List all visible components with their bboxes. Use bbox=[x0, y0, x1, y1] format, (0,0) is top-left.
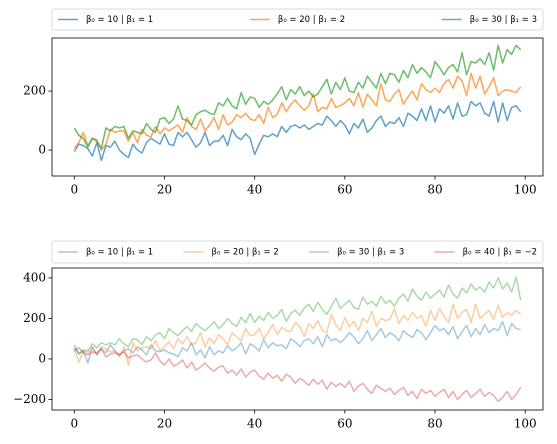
legend: β₀ = 10 | β₁ = 1 β₀ = 20 | β₁ = 2 β₀ = 30 … bbox=[51, 240, 544, 264]
legend-label: β₀ = 30 | β₁ = 3 bbox=[337, 248, 404, 258]
axes-frame bbox=[51, 267, 544, 411]
legend-label: β₀ = 40 | β₁ = −2 bbox=[463, 248, 537, 258]
x-tick-label: 0 bbox=[70, 183, 78, 197]
legend-entry: β₀ = 20 | β₁ = 2 bbox=[249, 15, 345, 25]
axes: 0 20 40 60 80 100 0 200 bbox=[23, 37, 544, 197]
legend-label: β₀ = 20 | β₁ = 2 bbox=[212, 248, 279, 258]
series-line bbox=[73, 303, 522, 366]
x-tick-label: 0 bbox=[70, 417, 78, 431]
legend-entry: β₀ = 10 | β₁ = 1 bbox=[58, 15, 153, 25]
y-tick-label: 400 bbox=[23, 270, 46, 284]
legend-frame bbox=[51, 240, 544, 264]
x-tick-label: 80 bbox=[427, 183, 442, 197]
series-line bbox=[73, 100, 522, 162]
legend-entry: β₀ = 30 | β₁ = 3 bbox=[441, 15, 537, 25]
x-tick-label: 40 bbox=[247, 417, 262, 431]
y-tick-label: −200 bbox=[13, 392, 46, 406]
series-line bbox=[73, 72, 522, 151]
x-tick-label: 80 bbox=[427, 417, 442, 431]
legend-label: β₀ = 10 | β₁ = 1 bbox=[86, 15, 153, 25]
y-tick-label: 200 bbox=[23, 311, 46, 325]
x-tick-label: 20 bbox=[157, 417, 172, 431]
series-line bbox=[73, 276, 522, 355]
series-line bbox=[73, 347, 522, 403]
legend-entry: β₀ = 10 | β₁ = 1 bbox=[58, 248, 153, 258]
x-tick-label: 60 bbox=[337, 417, 352, 431]
legend-label: β₀ = 20 | β₁ = 2 bbox=[278, 15, 345, 25]
legend-entry: β₀ = 30 | β₁ = 3 bbox=[309, 248, 404, 258]
series-line bbox=[73, 320, 521, 364]
y-tick-label: 0 bbox=[38, 351, 46, 365]
axes-frame bbox=[51, 37, 544, 177]
series-line bbox=[73, 44, 522, 150]
legend-frame bbox=[51, 8, 544, 31]
x-tick-label: 60 bbox=[337, 183, 352, 197]
x-tick-label: 40 bbox=[247, 183, 262, 197]
legend-label: β₀ = 30 | β₁ = 3 bbox=[470, 15, 537, 25]
legend: β₀ = 10 | β₁ = 1 β₀ = 20 | β₁ = 2 β₀ = 30 … bbox=[51, 8, 544, 31]
legend-entry: β₀ = 20 | β₁ = 2 bbox=[183, 248, 279, 258]
x-tick-label: 100 bbox=[514, 183, 537, 197]
y-tick-label: 0 bbox=[38, 143, 46, 157]
x-tick-label: 20 bbox=[157, 183, 172, 197]
legend-entry: β₀ = 40 | β₁ = −2 bbox=[434, 248, 537, 258]
y-tick-label: 200 bbox=[23, 84, 46, 98]
x-tick-label: 100 bbox=[514, 417, 537, 431]
axes: 0 20 40 60 80 100 −200 0 200 400 bbox=[13, 267, 544, 431]
legend-label: β₀ = 10 | β₁ = 1 bbox=[86, 248, 153, 258]
